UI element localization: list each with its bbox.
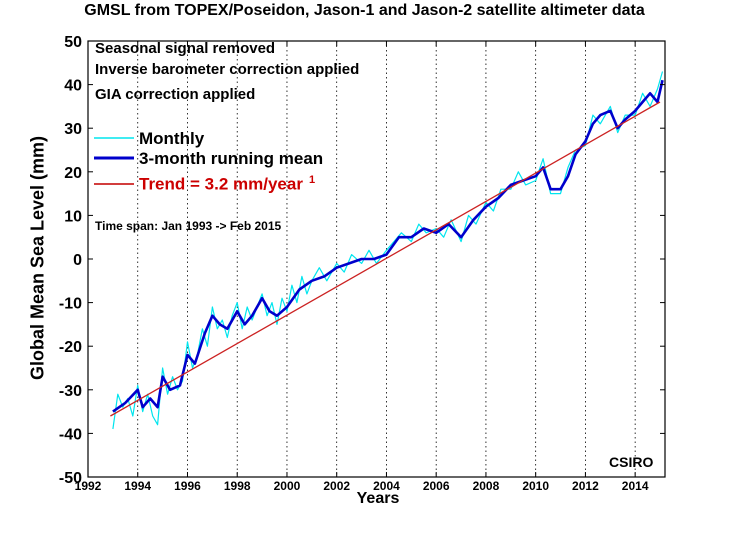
note-inverse-barometer: Inverse barometer correction applied	[95, 61, 360, 78]
y-tick-label: 40	[64, 78, 82, 95]
note-seasonal: Seasonal signal removed	[95, 40, 276, 57]
y-tick-label: -30	[59, 383, 82, 400]
x-tick-label: 1992	[75, 479, 102, 493]
legend-monthly-label: Monthly	[139, 129, 205, 148]
y-tick-label: 20	[64, 165, 82, 182]
y-tick-label: 50	[64, 34, 82, 51]
y-axis-label: Global Mean Sea Level (mm)	[27, 135, 48, 381]
y-tick-label: 10	[64, 208, 82, 225]
credit-label: CSIRO	[609, 454, 654, 470]
x-tick-label: 1994	[124, 479, 151, 493]
legend-trend-footnote: 1	[308, 174, 316, 186]
series-running-mean-line	[112, 79, 664, 413]
y-tick-label: 0	[73, 252, 82, 269]
x-tick-label: 2014	[622, 479, 649, 493]
time-span-note: Time span: Jan 1993 -> Feb 2015	[95, 219, 282, 233]
x-tick-label: 2012	[572, 479, 599, 493]
y-tick-label: -50	[59, 470, 82, 487]
series-layer	[110, 71, 664, 430]
y-tick-label: -20	[59, 339, 82, 356]
series-trend-line	[110, 101, 661, 417]
axis-ticks: 1992 1994 1996 1998 2000 2002 2004 2006 2008 2010…	[59, 34, 665, 493]
series-monthly-line	[112, 71, 664, 430]
y-tick-label: -40	[59, 426, 82, 443]
x-tick-label: 2002	[323, 479, 350, 493]
legend-trend-label: Trend = 3.2 mm/year 1	[139, 174, 315, 195]
x-axis-label: Years	[356, 490, 400, 507]
y-tick-label: -10	[59, 296, 82, 313]
legend-running-mean-label: 3-month running mean	[139, 149, 324, 168]
x-tick-label: 2008	[473, 479, 500, 493]
x-tick-label: 2000	[274, 479, 301, 493]
x-tick-label: 1998	[224, 479, 251, 493]
x-tick-label: 1996	[174, 479, 201, 493]
chart-title: GMSL from TOPEX/Poseidon, Jason-1 and Ja…	[84, 2, 645, 19]
legend-swatches	[94, 137, 134, 185]
x-tick-label: 2006	[423, 479, 450, 493]
x-tick-label: 2004	[373, 479, 400, 493]
note-gia: GIA correction applied	[95, 86, 256, 103]
x-tick-label: 2010	[522, 479, 549, 493]
y-tick-label: 30	[64, 121, 82, 138]
legend-trend-text: Trend = 3.2 mm/year	[139, 174, 303, 194]
